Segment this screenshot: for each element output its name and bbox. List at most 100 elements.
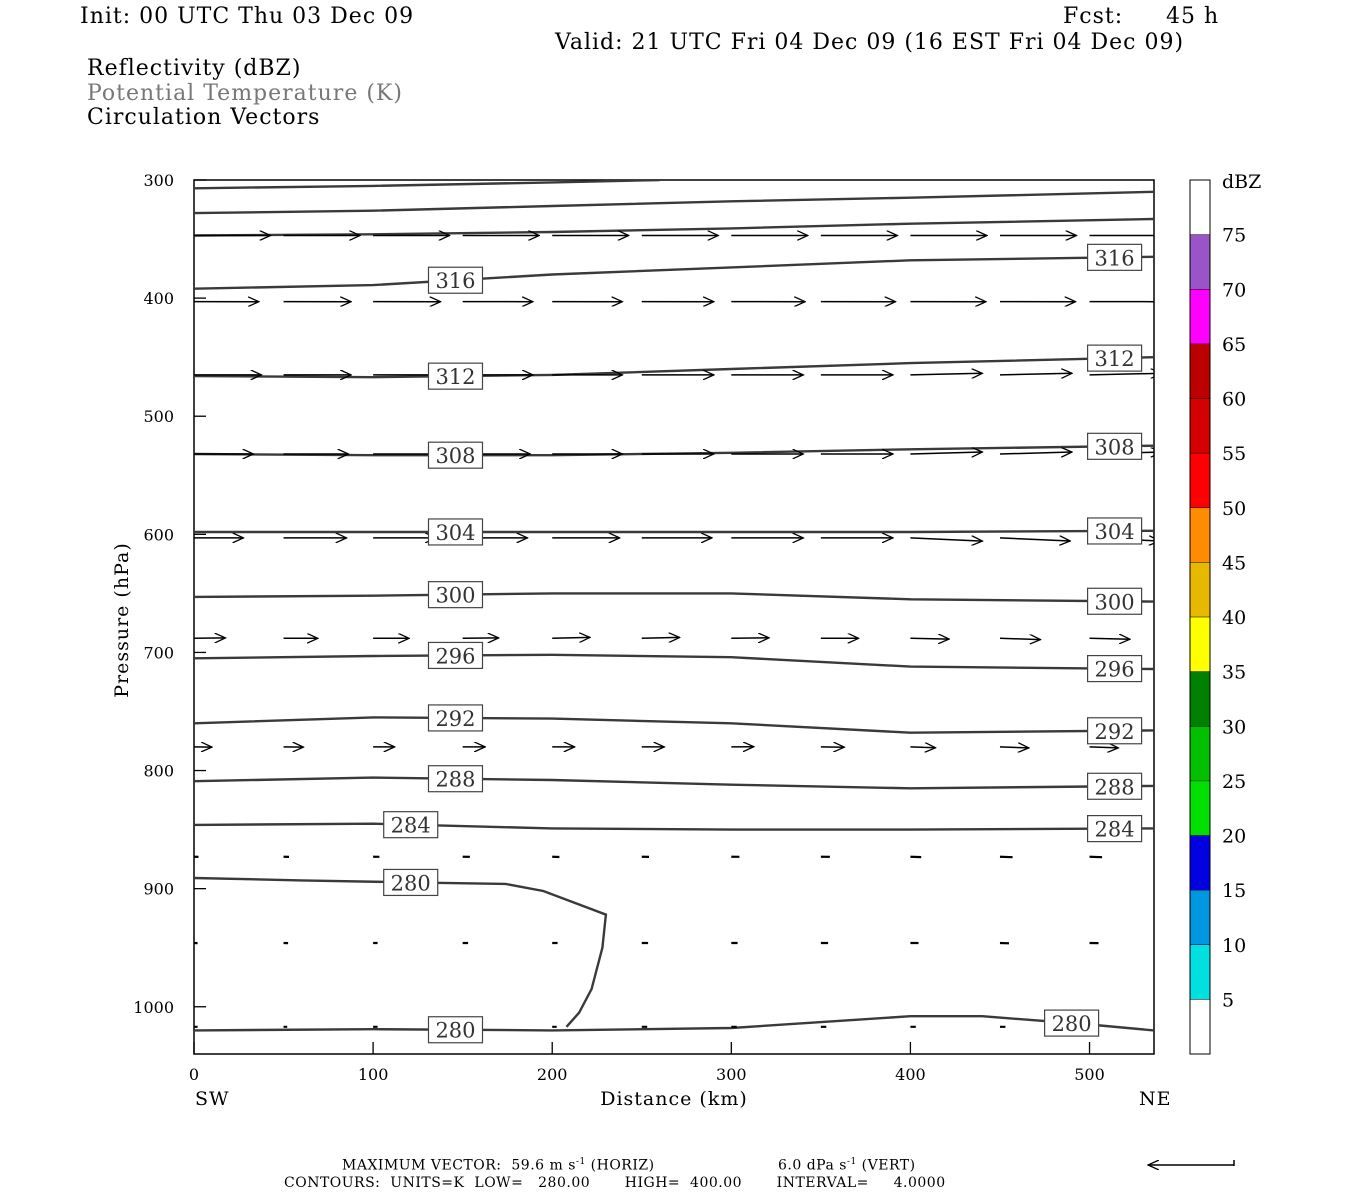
contour-info: CONTOURS: UNITS=K LOW= 280.00 HIGH= 400.… (284, 1175, 946, 1191)
contour-label: 296 (427, 641, 484, 670)
colorbar-swatch (1190, 780, 1210, 836)
contour-280 (194, 876, 608, 1028)
svg-text:280: 280 (435, 1019, 475, 1043)
plot-frame (193, 179, 1155, 1055)
contour-288 (194, 776, 1154, 790)
x-axis-right-direction: NE (1139, 1088, 1172, 1110)
vector-arrow (552, 637, 590, 638)
x-tick-label: 100 (358, 1065, 389, 1084)
svg-text:308: 308 (1095, 435, 1135, 459)
colorbar-level-label: 60 (1222, 389, 1246, 411)
colorbar-swatch (1190, 289, 1210, 344)
x-tick-label: 400 (895, 1065, 926, 1084)
contour-label: 284 (383, 811, 439, 839)
colorbar-swatch (1190, 343, 1210, 399)
svg-text:296: 296 (435, 644, 475, 668)
colorbar-swatch (1190, 234, 1210, 290)
svg-text:280: 280 (1052, 1012, 1092, 1036)
y-tick-label: 300 (143, 171, 174, 190)
contour-label: 288 (1086, 772, 1143, 800)
contour-label: 284 (1086, 815, 1143, 843)
colorbar-level-label: 55 (1222, 443, 1246, 465)
contour-label: 308 (427, 441, 484, 469)
reference-vector-icon (1148, 1160, 1235, 1166)
contour-label: 280 (427, 1016, 484, 1044)
vector-arrow (1089, 373, 1154, 375)
colorbar-swatch (1190, 999, 1210, 1054)
contour-label: 316 (1086, 243, 1143, 271)
colorbar: 5 10 15 20 25 30 35 40 45 50 55 60 65 70 75 dBZ (1189, 171, 1261, 1055)
x-tick-label: 200 (537, 1065, 568, 1084)
svg-text:288: 288 (1095, 775, 1135, 799)
vector-arrow (999, 638, 1041, 639)
svg-text:284: 284 (1095, 818, 1135, 842)
colorbar-swatch (1190, 835, 1210, 891)
circulation-vectors (194, 236, 1154, 1028)
contour-304 (194, 529, 1154, 534)
svg-text:304: 304 (435, 521, 475, 545)
contour-label: 280 (383, 868, 439, 897)
contour-label: 280 (1044, 1009, 1100, 1037)
field-circulation-vectors: Circulation Vectors (87, 105, 321, 130)
svg-text:304: 304 (1095, 520, 1135, 544)
contour-label: 304 (1086, 517, 1143, 545)
contour-label: 288 (427, 765, 484, 793)
init-time: Init: 00 UTC Thu 03 Dec 09 (80, 4, 415, 29)
vector-arrow (999, 538, 1070, 541)
y-axis-label: Pressure (hPa) (111, 542, 133, 698)
colorbar-level-label: 20 (1222, 826, 1246, 848)
vector-arrow (910, 373, 982, 375)
contour-328 (194, 180, 660, 190)
contour-label: 292 (427, 704, 484, 732)
svg-text:296: 296 (1095, 658, 1135, 682)
y-tick-label: 400 (143, 289, 174, 308)
svg-text:308: 308 (435, 444, 475, 468)
x-axis-left-direction: SW (195, 1088, 230, 1110)
vector-arrow (641, 637, 680, 638)
vector-arrow (910, 747, 935, 748)
colorbar-level-label: 25 (1222, 771, 1246, 793)
colorbar-swatch (1190, 507, 1210, 563)
colorbar-level-label: 30 (1222, 716, 1246, 738)
contour-label: 292 (1086, 717, 1143, 745)
forecast-hours: 45 h (1166, 4, 1220, 29)
contour-label: 304 (427, 518, 484, 546)
contour-292 (194, 716, 1154, 734)
vector-arrow (999, 747, 1029, 748)
colorbar-level-label: 45 (1222, 552, 1246, 574)
colorbar-swatch (1190, 617, 1210, 672)
y-tick-label: 600 (143, 525, 174, 544)
svg-text:284: 284 (391, 814, 431, 838)
colorbar-swatch (1190, 944, 1210, 1000)
colorbar-level-label: 5 (1222, 989, 1234, 1011)
vector-arrow (999, 373, 1072, 375)
y-tick-label: 500 (143, 407, 174, 426)
y-tick-label: 700 (143, 643, 174, 662)
x-tick-label: 300 (716, 1065, 747, 1084)
max-vector-vert: 6.0 dPa s-1 (VERT) (778, 1157, 916, 1174)
colorbar-level-label: 35 (1222, 662, 1246, 684)
colorbar-swatch (1190, 562, 1210, 617)
contour-label: 312 (427, 362, 484, 390)
x-axis-label: Distance (km) (600, 1088, 748, 1110)
colorbar-swatch (1190, 671, 1210, 727)
svg-text:300: 300 (435, 584, 475, 608)
colorbar-level-label: 65 (1222, 334, 1246, 356)
svg-text:316: 316 (435, 269, 475, 293)
svg-text:312: 312 (1095, 347, 1135, 371)
axis-ticks: 300 400 500 600 700 800 900 1000 0 100 200 300 400 50… (133, 171, 1105, 1084)
colorbar-swatch (1190, 453, 1210, 508)
contour-label: 300 (427, 581, 484, 609)
contour-label: 312 (1086, 344, 1143, 372)
y-tick-label: 900 (143, 880, 174, 899)
contour-316 (194, 255, 1154, 290)
contour-324 (194, 190, 1154, 215)
svg-text:292: 292 (435, 707, 475, 731)
vector-arrow (910, 452, 982, 454)
colorbar-swatch (1190, 890, 1210, 945)
vector-arrow (999, 452, 1072, 454)
max-vector-horiz: MAXIMUM VECTOR: 59.6 m s-1 (HORIZ) (342, 1157, 655, 1174)
colorbar-level-label: 15 (1222, 880, 1246, 902)
valid-time: Valid: 21 UTC Fri 04 Dec 09 (16 EST Fri … (555, 30, 1185, 55)
